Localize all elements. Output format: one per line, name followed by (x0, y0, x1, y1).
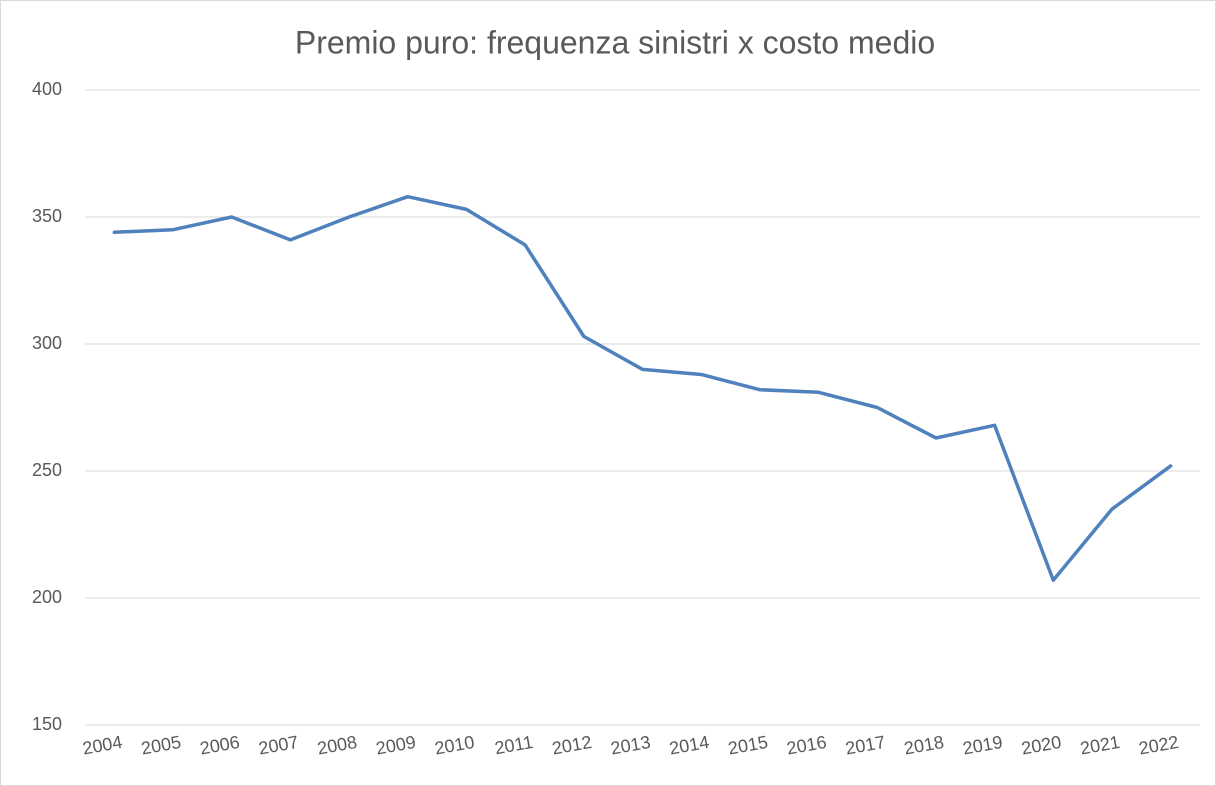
y-tick-label: 250 (32, 460, 62, 480)
y-tick-label: 200 (32, 587, 62, 607)
y-tick-label: 150 (32, 714, 62, 734)
y-tick-label: 350 (32, 206, 62, 226)
y-tick-label: 300 (32, 333, 62, 353)
data-line (112, 194, 1173, 582)
chart-title: Premio puro: frequenza sinistri x costo … (295, 24, 935, 60)
y-tick-label: 400 (32, 79, 62, 99)
